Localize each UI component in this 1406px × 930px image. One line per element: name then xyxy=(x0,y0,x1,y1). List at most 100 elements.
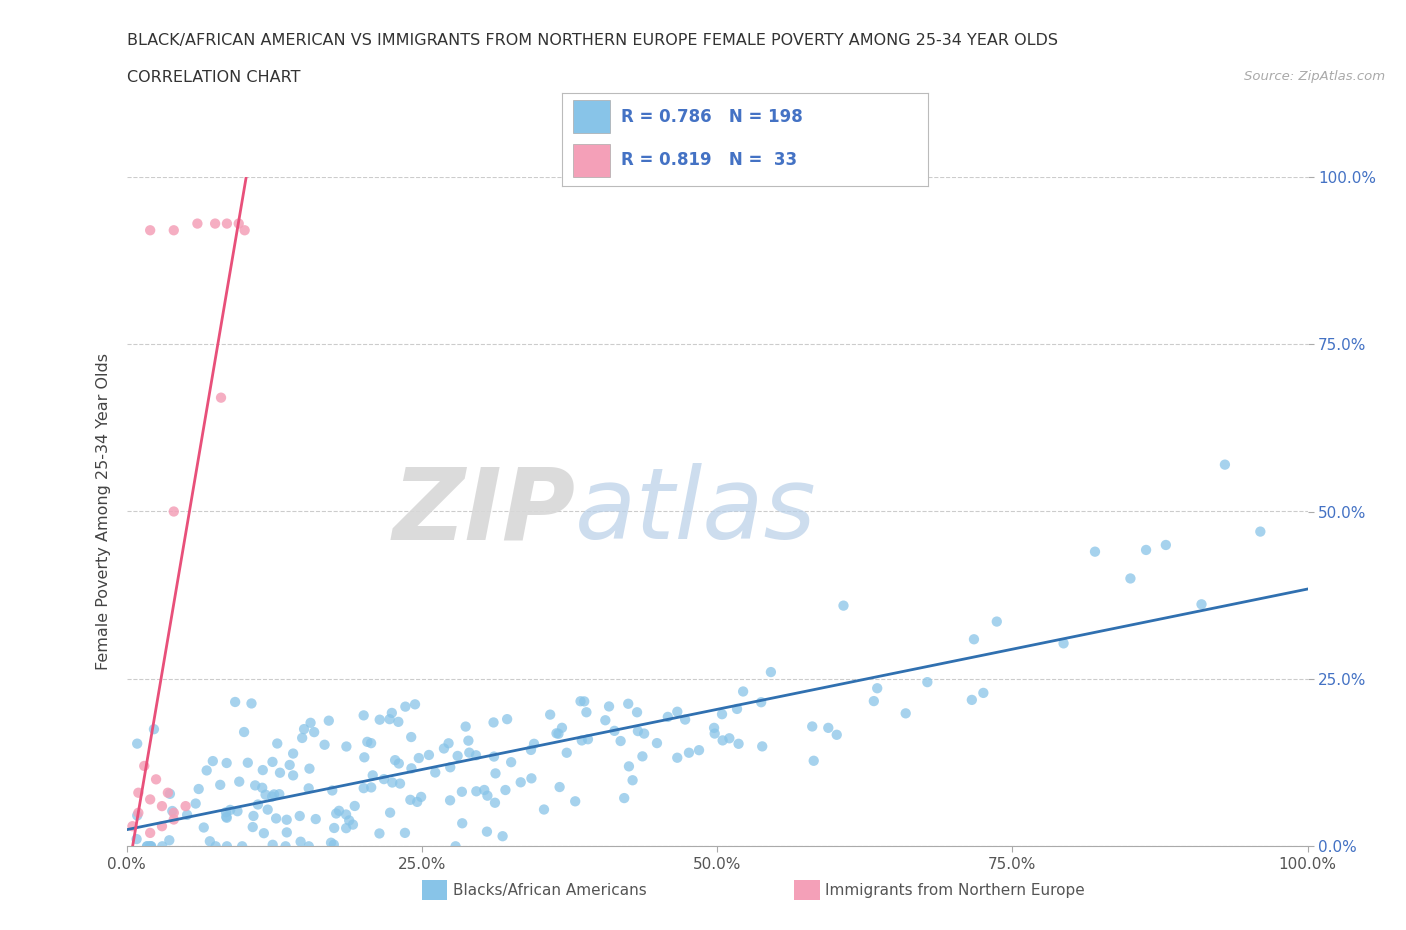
Point xyxy=(1052,636,1074,651)
Point xyxy=(666,704,689,719)
Point xyxy=(252,763,274,777)
Point xyxy=(136,839,159,854)
Point xyxy=(337,813,360,828)
Point xyxy=(159,787,181,802)
Point xyxy=(176,807,198,822)
Point xyxy=(215,755,238,770)
Point xyxy=(631,749,654,764)
Text: ZIP: ZIP xyxy=(392,463,575,560)
Point xyxy=(335,739,357,754)
Point xyxy=(215,839,238,854)
Point xyxy=(703,726,725,741)
Point xyxy=(657,710,679,724)
Point xyxy=(832,598,855,613)
Point xyxy=(711,733,734,748)
Point xyxy=(240,696,263,711)
Point xyxy=(603,724,626,738)
Point xyxy=(678,745,700,760)
Point xyxy=(150,818,173,833)
Point xyxy=(439,793,461,808)
Point xyxy=(617,759,640,774)
Point xyxy=(484,795,506,810)
Point xyxy=(353,750,375,764)
Point xyxy=(219,803,242,817)
Text: Source: ZipAtlas.com: Source: ZipAtlas.com xyxy=(1244,70,1385,83)
Point xyxy=(121,818,143,833)
Point xyxy=(666,751,689,765)
Point xyxy=(353,708,375,723)
Point xyxy=(378,805,401,820)
Point xyxy=(803,753,825,768)
Point xyxy=(139,826,162,841)
Point xyxy=(496,711,519,726)
Point xyxy=(404,697,426,711)
Point xyxy=(162,804,184,818)
Point xyxy=(458,745,481,760)
Point xyxy=(195,763,218,777)
Point xyxy=(209,777,232,792)
Point xyxy=(381,775,404,790)
FancyBboxPatch shape xyxy=(574,100,610,133)
Point xyxy=(360,780,382,795)
Point xyxy=(703,721,725,736)
Point xyxy=(1135,542,1157,557)
Point xyxy=(163,223,186,238)
Point xyxy=(186,216,208,231)
Point xyxy=(633,726,655,741)
Text: CORRELATION CHART: CORRELATION CHART xyxy=(127,70,299,85)
Point xyxy=(609,734,631,749)
Point xyxy=(233,223,256,238)
Point xyxy=(617,697,640,711)
Point xyxy=(520,742,543,757)
Point xyxy=(291,730,314,745)
Point xyxy=(150,799,173,814)
Point xyxy=(361,768,384,783)
Point xyxy=(509,775,531,790)
Point xyxy=(253,826,276,841)
Point xyxy=(139,792,162,807)
Point xyxy=(425,765,447,780)
Point xyxy=(406,794,429,809)
Point xyxy=(163,805,186,820)
Point xyxy=(454,719,477,734)
Point xyxy=(266,736,288,751)
Point xyxy=(269,787,291,802)
Point xyxy=(127,785,149,800)
Point xyxy=(1213,458,1236,472)
Point xyxy=(484,766,506,781)
Point xyxy=(134,759,156,774)
Point xyxy=(139,839,162,854)
Point xyxy=(231,839,253,854)
Point xyxy=(250,780,273,795)
Point xyxy=(418,748,440,763)
Point xyxy=(394,826,416,841)
Point xyxy=(263,787,285,802)
Point xyxy=(288,808,311,823)
Point xyxy=(482,750,505,764)
Point xyxy=(475,824,498,839)
Point xyxy=(215,804,238,819)
Point xyxy=(866,681,889,696)
Point xyxy=(163,812,186,827)
Point xyxy=(433,741,456,756)
Point xyxy=(960,693,983,708)
Point xyxy=(1084,544,1107,559)
Point xyxy=(465,748,488,763)
Point xyxy=(325,806,347,821)
Point xyxy=(276,812,298,827)
Point xyxy=(538,707,561,722)
Point xyxy=(575,705,598,720)
Point xyxy=(298,761,321,776)
Point xyxy=(564,794,586,809)
Point xyxy=(262,790,284,804)
Point xyxy=(139,839,162,854)
Point xyxy=(751,739,773,754)
Point xyxy=(236,755,259,770)
Point xyxy=(356,735,378,750)
Point xyxy=(446,749,468,764)
Point xyxy=(472,782,495,797)
Point xyxy=(142,722,165,737)
Point xyxy=(451,784,474,799)
Point xyxy=(215,810,238,825)
Point xyxy=(718,731,741,746)
